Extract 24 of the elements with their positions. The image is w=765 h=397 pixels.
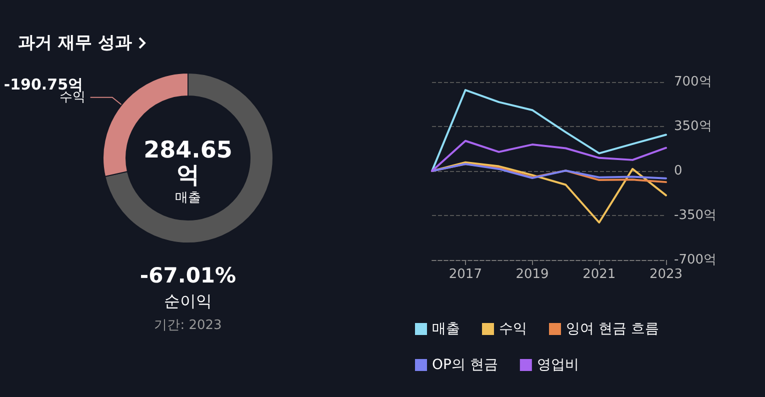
chart-title: 과거 재무 성과 [18, 32, 132, 54]
line-series [431, 163, 667, 180]
legend-label: OP의 현금 [432, 357, 498, 373]
slice-label: 매출 [175, 190, 201, 206]
line-series [431, 89, 667, 172]
x-tick-label: 2017 [448, 267, 482, 282]
slice-label: 수익 [59, 90, 86, 105]
text: -67.01% [140, 264, 236, 288]
x-tick-label: 2021 [582, 267, 616, 282]
legend-label: 매출 [432, 321, 460, 337]
text: 기간: 2023 [154, 318, 222, 333]
y-tick-label: -350억 [674, 208, 717, 223]
legend-label: 영업비 [536, 357, 579, 373]
text: 284.65억 [144, 138, 232, 188]
x-tick-label: 2023 [649, 267, 683, 282]
line-series [431, 140, 667, 172]
y-tick-label: 350억 [674, 119, 712, 134]
legend-label: 잉여 현금 흐름 [566, 321, 659, 337]
text: 순이익 [164, 292, 212, 310]
y-tick-label: -700억 [674, 252, 717, 268]
x-tick-label: 2019 [516, 267, 549, 282]
y-tick-label: 0 [674, 164, 682, 178]
y-tick-label: 700억 [674, 74, 712, 90]
legend-label: 수익 [499, 321, 527, 337]
